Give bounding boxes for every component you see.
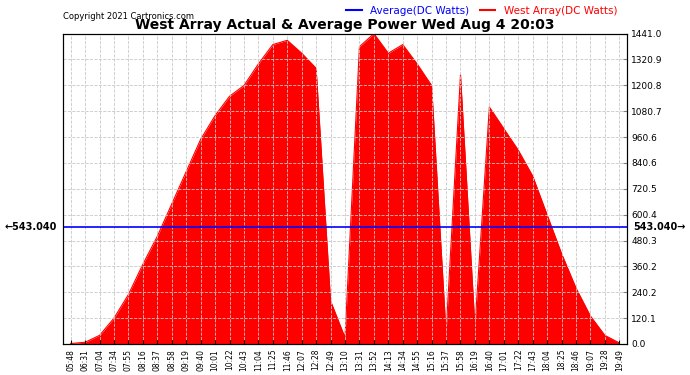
Legend: Average(DC Watts), West Array(DC Watts): Average(DC Watts), West Array(DC Watts) <box>342 2 621 20</box>
Text: 543.040→: 543.040→ <box>633 222 686 232</box>
Title: West Array Actual & Average Power Wed Aug 4 20:03: West Array Actual & Average Power Wed Au… <box>135 18 555 33</box>
Text: Copyright 2021 Cartronics.com: Copyright 2021 Cartronics.com <box>63 12 195 21</box>
Text: ←543.040: ←543.040 <box>4 222 57 232</box>
